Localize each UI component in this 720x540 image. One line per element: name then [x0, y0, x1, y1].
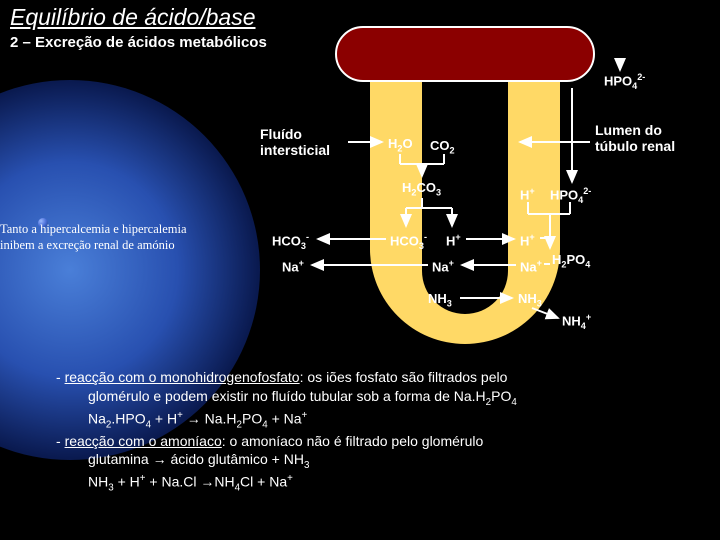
chem-h-mid: H+ [446, 232, 461, 248]
reaction-line-4: - reacção com o amoníaco: o amoníaco não… [56, 432, 696, 451]
reaction-line-2: glomérulo e podem existir no fluído tubu… [56, 387, 696, 409]
chem-na-mid: Na+ [432, 258, 454, 274]
chem-nh3-r: NH3 [518, 291, 542, 309]
diagram-container: Glomérulo Sangue Células do túbulo renal… [200, 26, 720, 346]
label-lumen: Lumen do túbulo renal [595, 122, 705, 154]
reaction-line-3: Na2.HPO4 + H+ → Na.H2PO4 + Na+ [56, 409, 696, 432]
reaction-line-5: glutamina → ácido glutâmico + NH3 [56, 450, 696, 472]
chem-h-r2: H+ [520, 232, 535, 248]
glomerulus [335, 26, 595, 82]
chem-nh4: NH4+ [562, 312, 591, 331]
side-note: Tanto a hipercalcemia e hipercalemia ini… [0, 222, 200, 253]
chem-h2o: H2O [388, 136, 413, 154]
chem-hco3-left: HCO3- [272, 232, 309, 251]
chem-nh3-mid: NH3 [428, 291, 452, 309]
chem-h2co3: H2CO3 [402, 180, 441, 198]
chem-hpo4-top: HPO42- [604, 72, 645, 91]
chem-co2: CO2 [430, 138, 455, 156]
chem-hpo4-r: HPO42- [550, 186, 591, 205]
chem-hco3-mid: HCO3- [390, 232, 427, 251]
reactions-text: - reacção com o monohidrogenofosfato: os… [56, 368, 696, 495]
reaction-line-1: - reacção com o monohidrogenofosfato: os… [56, 368, 696, 387]
reaction-line-6: NH3 + H+ + Na.Cl →NH4Cl + Na+ [56, 472, 696, 495]
chem-na-r: Na+ [520, 258, 542, 274]
chem-h2po4: H2PO4 [552, 252, 590, 270]
chem-na-left: Na+ [282, 258, 304, 274]
label-fluido: Fluído intersticial [260, 126, 350, 158]
chem-h-r1: H+ [520, 186, 535, 202]
